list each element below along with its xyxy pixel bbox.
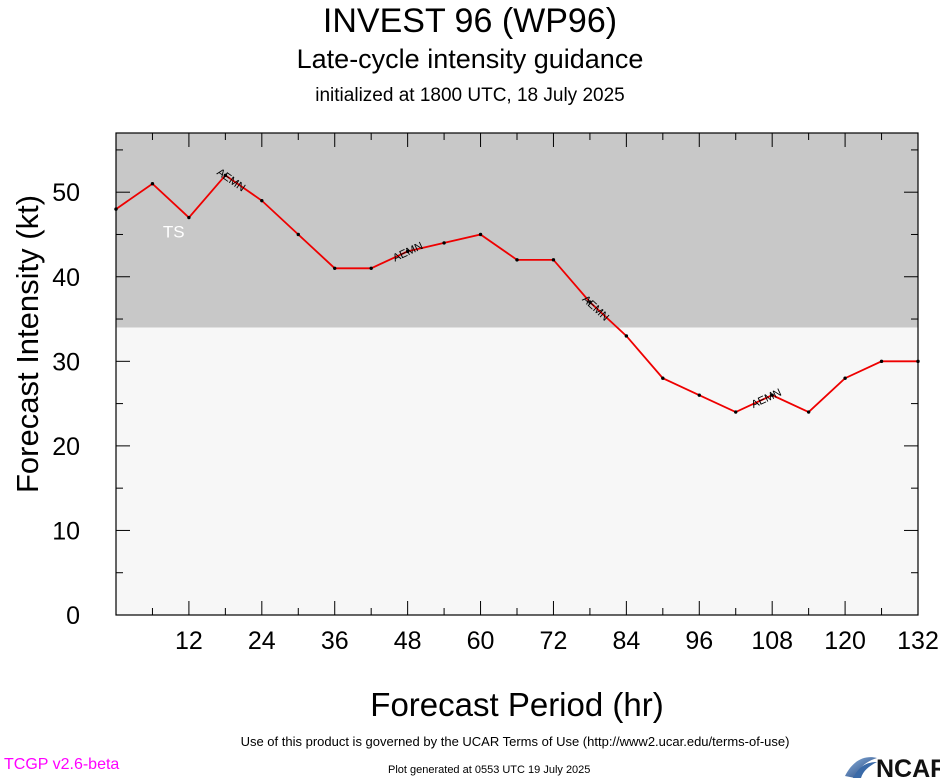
data-point <box>260 198 264 203</box>
x-tick-label: 72 <box>540 627 568 655</box>
x-tick-label: 120 <box>824 627 866 655</box>
data-point <box>843 376 847 380</box>
y-tick-label: 30 <box>52 348 80 376</box>
version-label: TCGP v2.6-beta <box>4 756 120 773</box>
y-tick-label: 20 <box>52 433 80 461</box>
data-point <box>150 182 155 186</box>
chart-title: INVEST 96 (WP96) <box>322 2 618 40</box>
data-point <box>333 266 337 270</box>
x-tick-label: 48 <box>394 627 422 655</box>
data-point <box>734 410 738 414</box>
y-axis-label: Forecast Intensity (kt) <box>10 194 45 494</box>
tick-labels: 12 24 36 48 60 72 84 96 108 120 132 0 10 20 30 40 50 <box>52 179 939 655</box>
x-tick-label: 108 <box>751 627 793 655</box>
data-point <box>478 232 483 237</box>
x-tick-label: 24 <box>248 627 276 655</box>
data-point <box>806 410 811 414</box>
data-point <box>770 393 774 397</box>
initialization-time: initialized at 1800 UTC, 18 July 2025 <box>315 85 625 106</box>
x-tick-label: 36 <box>321 627 349 655</box>
data-point <box>442 241 446 245</box>
plot-frame <box>115 132 919 616</box>
terms-of-use: Use of this product is governed by the U… <box>240 734 790 749</box>
data-point <box>296 232 300 237</box>
x-tick-label: 96 <box>685 627 713 655</box>
data-point <box>405 249 410 254</box>
x-tick-label: 84 <box>612 627 640 655</box>
data-point <box>187 215 191 220</box>
data-point <box>588 300 592 304</box>
y-tick-label: 10 <box>52 517 80 545</box>
data-point <box>551 258 556 262</box>
x-tick-label: 60 <box>467 627 495 655</box>
x-tick-label: 12 <box>175 627 203 655</box>
chart-subtitle: Late-cycle intensity guidance <box>296 44 644 74</box>
data-point <box>515 258 519 262</box>
y-tick-label: 50 <box>52 179 80 207</box>
svg-text:NCAR: NCAR <box>876 755 940 780</box>
band-label: TS <box>163 222 185 241</box>
data-point <box>369 266 373 270</box>
intensity-bands: TS <box>116 133 918 615</box>
x-tick-label: 132 <box>897 627 939 655</box>
intensity-band <box>116 133 918 328</box>
data-point <box>697 393 701 397</box>
data-point <box>624 334 629 338</box>
y-tick-label: 40 <box>52 264 80 292</box>
data-point <box>661 376 665 380</box>
x-axis-label: Forecast Period (hr) <box>370 686 664 723</box>
data-point <box>879 359 884 364</box>
y-tick-label: 0 <box>66 602 80 630</box>
data-point <box>223 173 228 177</box>
generated-time: Plot generated at 0553 UTC 19 July 2025 <box>388 764 591 776</box>
intensity-band <box>116 327 918 615</box>
ncar-logo: NCAR <box>845 755 940 780</box>
